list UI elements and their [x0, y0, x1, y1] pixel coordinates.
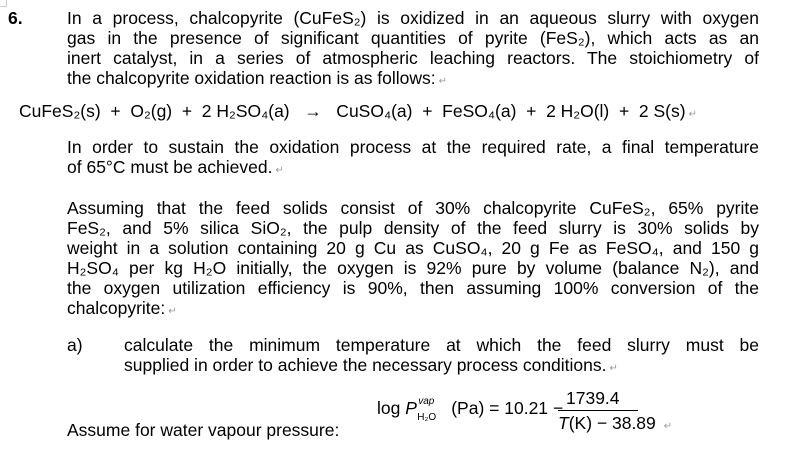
- formula-sub: H₂O: [417, 412, 437, 423]
- para3-line: H₂SO₄ per kg H₂O initially, the oxygen i…: [67, 258, 759, 278]
- part-a-line-last: supplied in order to achieve the necessa…: [124, 355, 618, 379]
- formula-rhs-start: (Pa) = 10.21 −: [451, 398, 564, 418]
- para3-line: Assuming that the feed solids consist of…: [67, 198, 759, 218]
- return-mark-icon: ↵: [275, 165, 284, 176]
- para2-line: In order to sustain the oxidation proces…: [67, 137, 759, 157]
- formula-denominator: T(K) − 38.89 ↵: [558, 413, 672, 437]
- return-mark-icon: ↵: [609, 363, 618, 374]
- para3-line: FeS₂, and 5% silica SiO₂, the pulp densi…: [67, 218, 759, 238]
- formula-sup: vap: [418, 396, 435, 407]
- para1-line: gas in the presence of significant quant…: [67, 28, 759, 48]
- formula-log: log: [377, 398, 401, 418]
- part-a-line: calculate the minimum temperature at whi…: [124, 335, 759, 355]
- para3-line: the oxygen utilization efficiency is 90%…: [67, 278, 759, 298]
- question-number: 6.: [8, 8, 23, 28]
- return-mark-icon: ↵: [168, 306, 177, 317]
- formula-T: T: [558, 413, 569, 433]
- para2-line-last: of 65°C must be achieved. ↵: [67, 157, 284, 181]
- formula-numerator: 1739.4: [566, 388, 620, 408]
- para2-text: of 65°C must be achieved.: [67, 157, 273, 177]
- return-mark-icon: ↵: [438, 76, 448, 87]
- formula-lhs: log P vap H₂O (Pa) = 10.21 −: [377, 396, 564, 423]
- part-a-label: a): [67, 335, 83, 355]
- para1-text: the chalcopyrite oxidation reaction is a…: [67, 68, 436, 88]
- para3-text: chalcopyrite:: [67, 298, 166, 318]
- para1-line: inert catalyst, in a series of atmospher…: [67, 48, 759, 68]
- formula-den-rest: (K) − 38.89: [568, 413, 656, 433]
- chemical-equation: CuFeS₂(s) + O₂(g) + 2 H₂SO₄(a) → CuSO₄(a…: [19, 101, 697, 125]
- return-mark-icon: ↵: [688, 109, 697, 120]
- return-mark-icon: ↵: [663, 421, 673, 432]
- assume-text: Assume for water vapour pressure:: [67, 420, 340, 440]
- equation-text: CuFeS₂(s) + O₂(g) + 2 H₂SO₄(a) → CuSO₄(a…: [19, 101, 686, 121]
- fraction-bar: [558, 410, 638, 411]
- para1-line-last: the chalcopyrite oxidation reaction is a…: [67, 68, 447, 92]
- para1-line: In a process, chalcopyrite (CuFeS₂) is o…: [67, 8, 759, 28]
- part-a-text: supplied in order to achieve the necessa…: [124, 355, 607, 375]
- para3-line: weight in a solution containing 20 g Cu …: [67, 238, 759, 258]
- para3-line-last: chalcopyrite: ↵: [67, 298, 177, 322]
- page-corner-mark: [0, 0, 7, 7]
- formula-P: P: [405, 398, 417, 418]
